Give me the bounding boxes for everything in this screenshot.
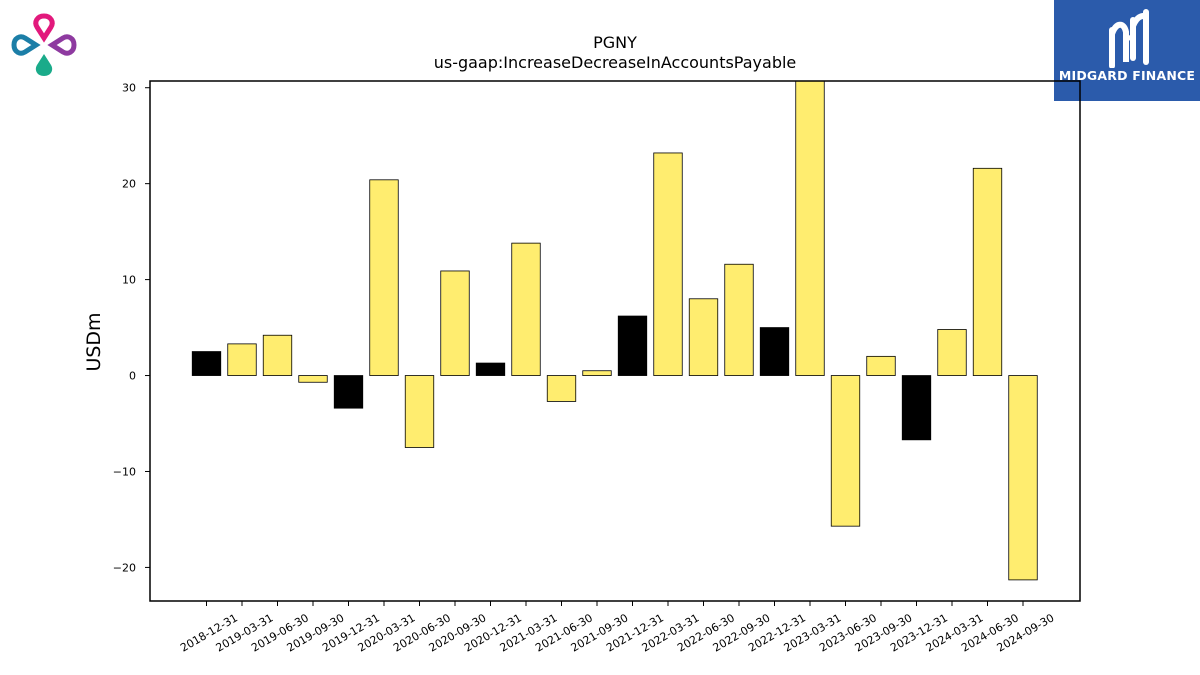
bars-layer <box>191 80 1038 581</box>
bar-2022-09-30 <box>724 263 754 376</box>
chart-title: PGNY <box>593 33 637 52</box>
y-tick-label: 30 <box>122 82 136 95</box>
bar-2024-09-30 <box>1008 375 1038 581</box>
bar-2022-03-31 <box>653 152 683 376</box>
bar-2023-12-31 <box>901 375 932 441</box>
bar-2019-03-31 <box>227 343 257 376</box>
bar-2021-12-31 <box>617 315 648 376</box>
company-logo <box>10 12 80 80</box>
bar-2020-03-31 <box>369 179 399 376</box>
x-axis: 2018-12-312019-03-312019-06-302019-09-30… <box>178 601 1057 655</box>
chart-subtitle: us-gaap:IncreaseDecreaseInAccountsPayabl… <box>434 53 797 72</box>
bar-2019-09-30 <box>298 375 328 383</box>
y-tick-label: −10 <box>113 465 136 478</box>
bar-2022-06-30 <box>688 298 719 376</box>
bar-2021-06-30 <box>546 375 577 402</box>
y-tick-label: 10 <box>122 274 136 287</box>
logo-petal-right <box>47 34 77 56</box>
y-axis-label: USDm <box>83 312 105 371</box>
bar-2020-09-30 <box>440 270 470 376</box>
bar-2021-09-30 <box>582 370 612 376</box>
midgard-finance-logo: MIDGARD FINANCE <box>1054 0 1200 101</box>
logo-petal-top <box>33 13 55 43</box>
bar-2021-03-31 <box>511 242 541 376</box>
y-tick-label: −20 <box>113 561 136 574</box>
logo-petal-bottom <box>35 54 53 76</box>
y-tick-label: 0 <box>129 370 136 383</box>
y-axis: −20 −10 0 10 20 30 <box>113 82 150 574</box>
bar-2024-06-30 <box>972 167 1003 376</box>
bar-2023-09-30 <box>866 355 896 376</box>
bar-2022-12-31 <box>759 327 790 376</box>
midgard-mark-icon <box>1109 9 1149 69</box>
bar-2023-06-30 <box>830 375 861 527</box>
y-tick-label: 20 <box>122 178 136 191</box>
bar-2019-06-30 <box>262 334 293 376</box>
bar-2018-12-31 <box>191 351 222 376</box>
bar-2023-03-31 <box>795 80 825 376</box>
bar-2020-12-31 <box>475 362 506 376</box>
bar-2019-12-31 <box>333 375 364 409</box>
bar-2020-06-30 <box>404 375 435 448</box>
bar-2024-03-31 <box>937 329 967 376</box>
logo-petal-left <box>11 34 41 56</box>
brand-name: MIDGARD FINANCE <box>1058 68 1196 83</box>
plot-area-frame <box>149 80 1081 602</box>
